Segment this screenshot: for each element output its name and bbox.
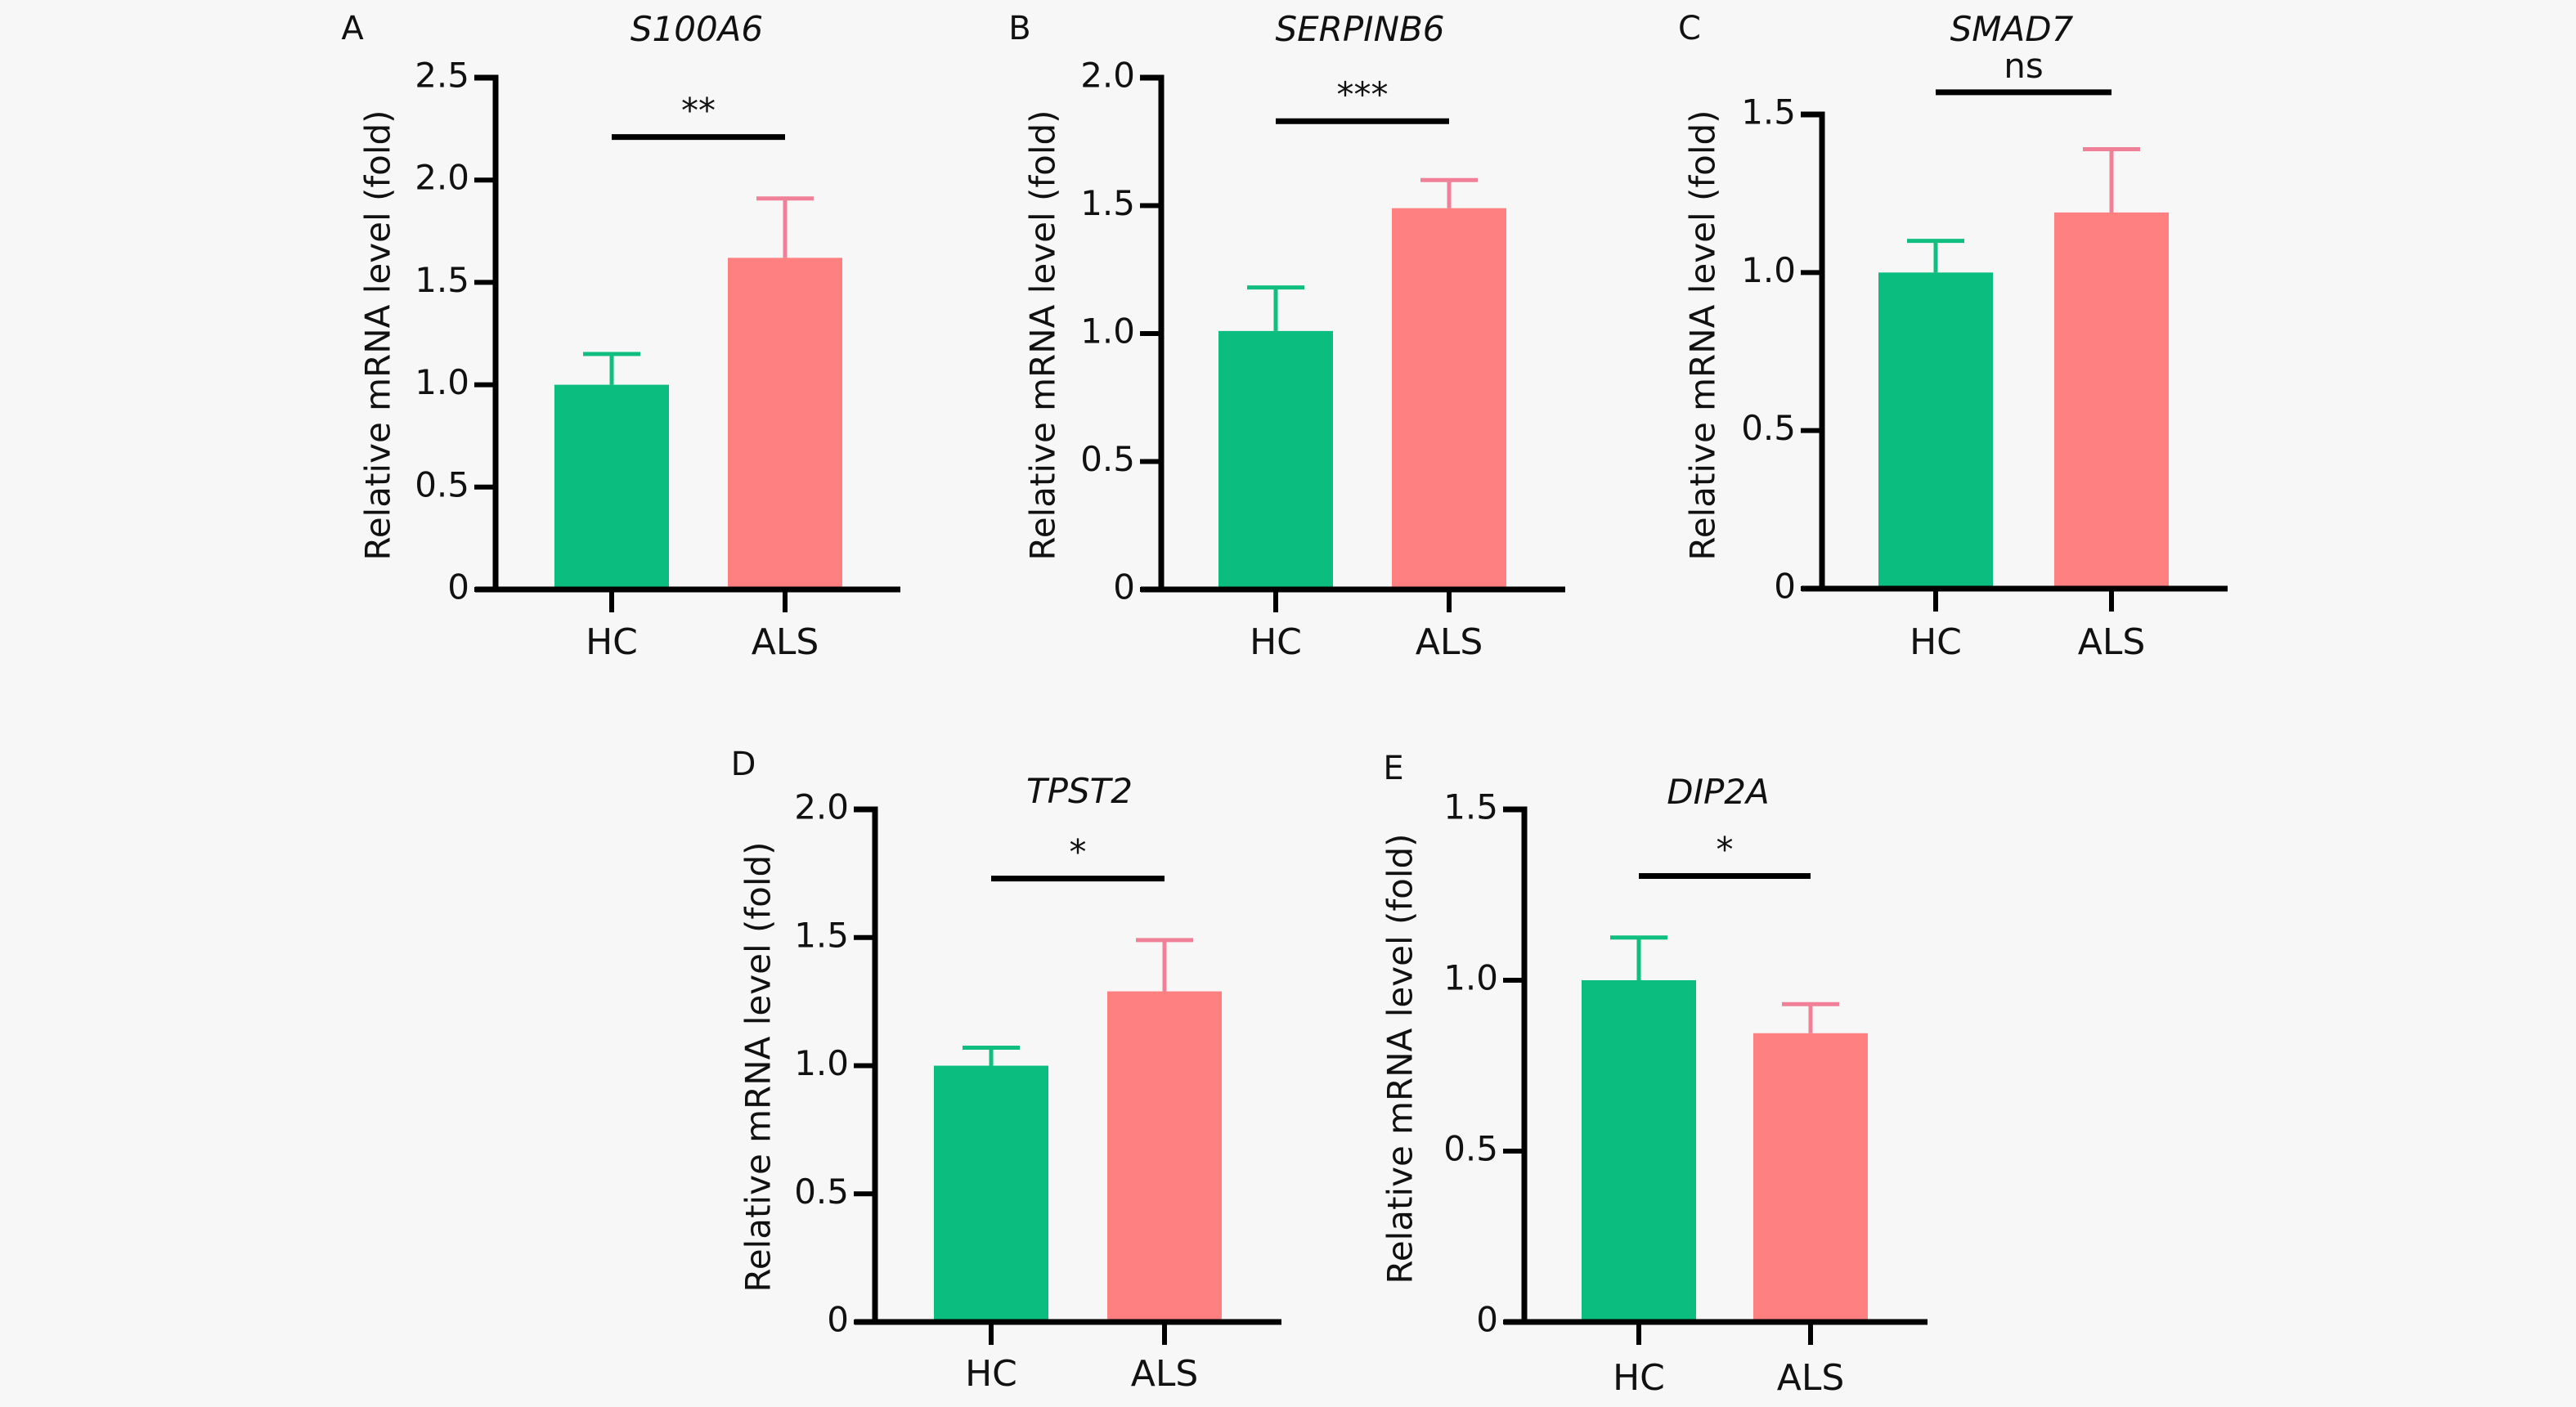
y-tick-label: 1.5 <box>794 915 849 955</box>
bar-als <box>1753 1033 1868 1322</box>
bar-als <box>1107 991 1222 1322</box>
y-tick-label: 0.5 <box>1443 1129 1498 1169</box>
panel-a: A S100A6 Relative mRNA level (fold) HC AL… <box>341 9 900 663</box>
y-tick-label: 0.5 <box>1080 439 1135 479</box>
panel-letter: B <box>1008 10 1030 47</box>
gene-title: DIP2A <box>1667 772 1770 812</box>
y-axis-label: Relative mRNA level (fold) <box>738 841 779 1292</box>
y-tick-label: 1.0 <box>794 1043 849 1083</box>
y-tick-label: 2.0 <box>415 158 469 198</box>
y-tick-label: 1.5 <box>1080 183 1135 223</box>
y-axis-label: Relative mRNA level (fold) <box>1023 110 1063 560</box>
y-tick-label: 0 <box>1476 1300 1498 1340</box>
panel-letter: D <box>731 746 756 783</box>
x-tick-label: ALS <box>752 621 819 663</box>
y-tick-label: 1.0 <box>415 362 469 402</box>
x-tick-label: HC <box>586 621 638 663</box>
gene-title: SMAD7 <box>1950 9 2074 49</box>
x-tick-label: ALS <box>1777 1357 1845 1399</box>
x-tick-label: HC <box>965 1353 1017 1395</box>
panel-letter: E <box>1383 750 1403 787</box>
y-tick-label: 1.5 <box>1443 787 1498 827</box>
bar-als <box>728 258 842 589</box>
y-tick-label: 0 <box>1113 567 1135 607</box>
significance-label: * <box>1070 832 1087 872</box>
y-tick-label: 1.5 <box>415 260 469 300</box>
bar-hc <box>1878 272 1993 589</box>
y-tick-label: 0 <box>827 1300 849 1340</box>
x-tick-label: HC <box>1910 621 1962 663</box>
panel-e: E DIP2A Relative mRNA level (fold) HC ALS… <box>1380 750 1928 1399</box>
x-tick-label: HC <box>1613 1357 1665 1399</box>
y-tick-label: 0.5 <box>794 1172 849 1212</box>
y-tick-label: 0.5 <box>1741 408 1796 448</box>
x-tick-label: ALS <box>1416 621 1483 663</box>
y-tick-label: 2.5 <box>415 56 469 96</box>
significance-label: ** <box>681 91 716 131</box>
gene-title: S100A6 <box>631 9 763 49</box>
y-tick-label: 1.0 <box>1443 958 1498 998</box>
panel-letter: C <box>1678 10 1701 47</box>
bar-hc <box>554 384 669 589</box>
y-tick-label: 0 <box>1774 567 1796 607</box>
significance-label: ns <box>2004 46 2044 86</box>
x-tick-label: HC <box>1250 621 1302 663</box>
panel-b: B SERPINB6 Relative mRNA level (fold) HC… <box>1008 9 1565 663</box>
y-tick-label: 1.5 <box>1741 92 1796 132</box>
y-tick-label: 1.0 <box>1080 311 1135 352</box>
gene-title: TPST2 <box>1026 771 1133 811</box>
y-axis-label: Relative mRNA level (fold) <box>1683 110 1723 560</box>
y-tick-label: 0 <box>447 567 469 607</box>
panel-c: C SMAD7 Relative mRNA level (fold) HC ALS… <box>1678 9 2228 663</box>
bar-hc <box>1582 980 1696 1322</box>
y-tick-label: 0.5 <box>415 464 469 504</box>
significance-label: * <box>1717 830 1734 870</box>
y-axis-label: Relative mRNA level (fold) <box>1380 833 1420 1284</box>
panel-d: D TPST2 Relative mRNA level (fold) HC ALS… <box>731 746 1281 1395</box>
y-tick-label: 1.0 <box>1741 250 1796 290</box>
panel-letter: A <box>341 10 364 47</box>
y-tick-label: 2.0 <box>1080 56 1135 96</box>
x-tick-label: ALS <box>2078 621 2146 663</box>
bar-als <box>1392 208 1506 589</box>
y-axis-label: Relative mRNA level (fold) <box>358 110 398 560</box>
x-tick-label: ALS <box>1131 1353 1199 1395</box>
bar-hc <box>1218 330 1333 589</box>
bar-hc <box>934 1065 1048 1322</box>
gene-title: SERPINB6 <box>1275 9 1444 49</box>
significance-label: *** <box>1337 74 1389 114</box>
y-tick-label: 2.0 <box>794 787 849 827</box>
bar-als <box>2054 212 2169 589</box>
